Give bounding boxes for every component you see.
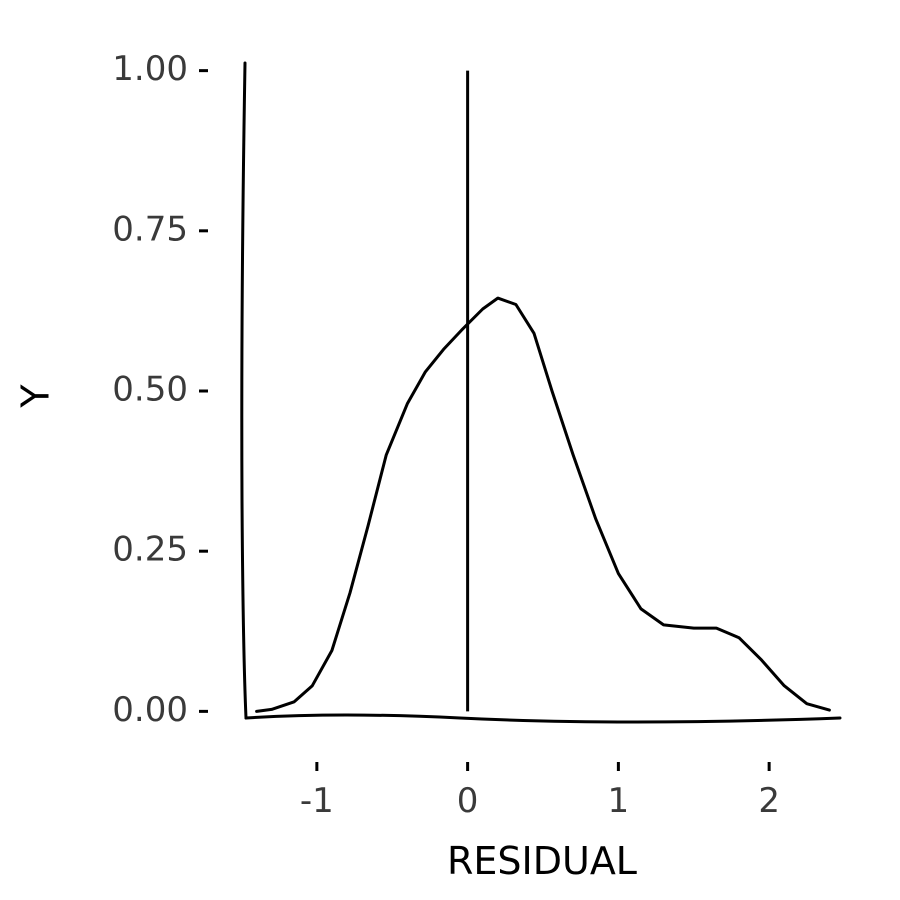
y-axis: 0.00 0.25 0.50 0.75 1.00 [112, 49, 248, 730]
x-axis-ticks: -1 0 1 2 [300, 762, 780, 821]
x-tick-label: 1 [608, 781, 630, 821]
y-tick-label: 1.00 [112, 49, 188, 89]
series-layer [255, 296, 831, 713]
x-axis-title: RESIDUAL [447, 839, 637, 883]
x-tick-label: -1 [300, 781, 334, 821]
y-axis-title: Y [14, 384, 58, 409]
y-tick-label: 0.00 [112, 690, 188, 730]
x-tick-label: 2 [758, 781, 780, 821]
y-tick-label: 0.75 [112, 209, 188, 249]
y-tick-label: 0.50 [112, 370, 188, 410]
x-axis: -1 0 1 2 [244, 713, 842, 821]
y-tick-label: 0.25 [112, 530, 188, 570]
y-axis-line [240, 61, 248, 720]
x-tick-label: 0 [457, 781, 479, 821]
y-axis-ticks: 0.00 0.25 0.50 0.75 1.00 [112, 49, 208, 730]
density-curve [255, 296, 831, 713]
x-axis-line [244, 713, 842, 724]
